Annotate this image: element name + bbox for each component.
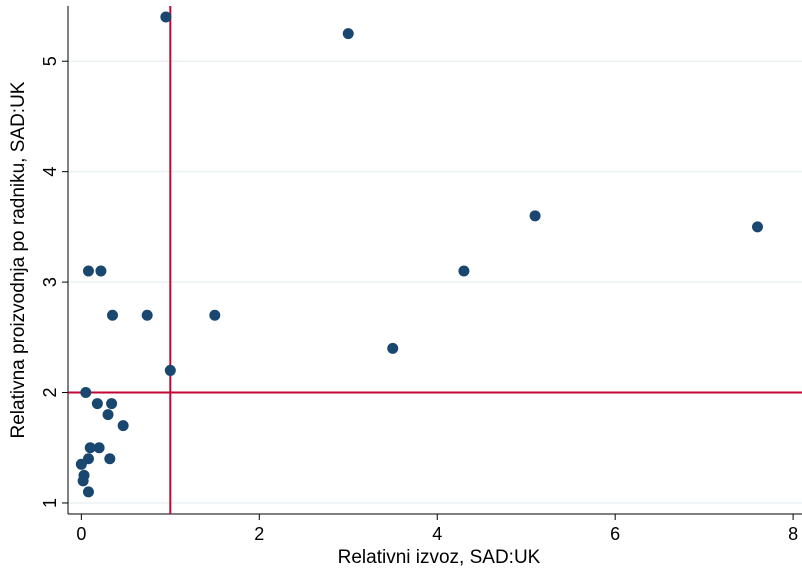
y-tick-label-5: 5: [40, 56, 60, 66]
data-point-3: [752, 221, 764, 233]
y-axis-title: Relativna proizvodnja po radniku, SAD:UK: [8, 81, 29, 438]
x-tick-label-0: 0: [76, 524, 86, 544]
data-point-8: [141, 309, 153, 321]
x-tick-label-6: 6: [610, 524, 620, 544]
data-points: [75, 11, 764, 498]
data-point-12: [80, 387, 92, 399]
data-point-10: [387, 342, 399, 354]
data-point-17: [84, 442, 96, 454]
data-point-7: [106, 309, 118, 321]
x-tick-label-2: 2: [254, 524, 264, 544]
data-point-9: [209, 309, 221, 321]
data-point-4: [82, 265, 94, 277]
y-tick-label-2: 2: [40, 388, 60, 398]
data-point-21: [75, 458, 87, 470]
data-point-18: [93, 442, 105, 454]
data-point-6: [458, 265, 470, 277]
data-point-14: [106, 398, 118, 410]
y-tick-label-4: 4: [40, 167, 60, 177]
y-tick-label-3: 3: [40, 277, 60, 287]
tick-labels: 1 2 3 4 5 0 2 4 6 8: [40, 56, 798, 544]
x-tick-label-8: 8: [788, 524, 798, 544]
data-point-23: [77, 475, 89, 487]
data-point-11: [164, 364, 176, 376]
data-point-13: [91, 398, 103, 410]
data-point-0: [160, 11, 172, 23]
data-point-1: [342, 28, 354, 40]
data-point-5: [95, 265, 107, 277]
x-axis-title: Relativni izvoz, SAD:UK: [338, 547, 541, 568]
data-point-20: [104, 453, 116, 465]
data-point-16: [117, 420, 129, 432]
data-point-2: [529, 210, 541, 222]
x-tick-label-4: 4: [432, 524, 442, 544]
y-tick-label-1: 1: [40, 498, 60, 508]
data-point-24: [82, 486, 94, 498]
data-point-15: [102, 409, 114, 421]
axes: [62, 6, 802, 520]
reference-lines: [68, 6, 802, 514]
